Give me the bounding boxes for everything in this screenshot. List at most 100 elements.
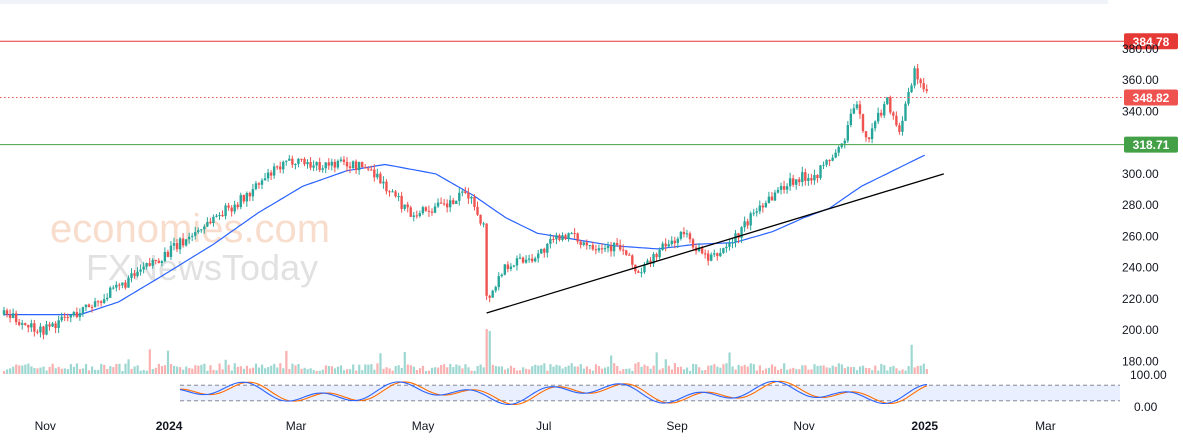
candle-body[interactable] bbox=[555, 235, 558, 240]
candle-body[interactable] bbox=[746, 221, 749, 226]
candle-body[interactable] bbox=[99, 301, 103, 303]
candle-body[interactable] bbox=[682, 231, 686, 235]
candle-body[interactable] bbox=[139, 269, 142, 272]
candle-body[interactable] bbox=[737, 233, 740, 238]
candle-body[interactable] bbox=[84, 304, 88, 308]
candle-body[interactable] bbox=[873, 121, 877, 129]
candle-body[interactable] bbox=[96, 301, 100, 303]
candle-body[interactable] bbox=[722, 248, 725, 253]
candle-body[interactable] bbox=[703, 253, 707, 255]
candle-body[interactable] bbox=[488, 295, 491, 298]
candle-body[interactable] bbox=[215, 215, 218, 217]
candle-body[interactable] bbox=[318, 162, 321, 170]
candle-body[interactable] bbox=[288, 158, 291, 161]
candle-body[interactable] bbox=[124, 282, 127, 288]
candle-body[interactable] bbox=[254, 183, 258, 190]
candle-body[interactable] bbox=[364, 167, 367, 169]
candle-body[interactable] bbox=[767, 196, 771, 204]
candle-body[interactable] bbox=[30, 323, 33, 328]
candle-body[interactable] bbox=[579, 241, 582, 245]
candle-body[interactable] bbox=[570, 233, 573, 235]
candle-body[interactable] bbox=[312, 165, 315, 168]
candle-body[interactable] bbox=[834, 152, 837, 158]
candle-body[interactable] bbox=[324, 162, 327, 169]
candle-body[interactable] bbox=[473, 196, 476, 207]
candle-body[interactable] bbox=[537, 253, 540, 259]
candle-body[interactable] bbox=[864, 131, 868, 138]
candle-body[interactable] bbox=[251, 189, 255, 197]
candle-body[interactable] bbox=[527, 258, 531, 260]
candle-body[interactable] bbox=[716, 253, 719, 257]
candle-body[interactable] bbox=[63, 316, 66, 318]
candle-body[interactable] bbox=[618, 244, 622, 250]
candle-body[interactable] bbox=[603, 248, 607, 250]
candle-body[interactable] bbox=[260, 180, 264, 185]
candle-body[interactable] bbox=[418, 213, 422, 217]
candle-body[interactable] bbox=[795, 179, 798, 185]
candle-body[interactable] bbox=[121, 282, 124, 286]
candle-body[interactable] bbox=[749, 213, 752, 226]
candle-body[interactable] bbox=[719, 252, 722, 257]
candle-body[interactable] bbox=[855, 104, 859, 109]
candle-body[interactable] bbox=[467, 193, 470, 199]
candle-body[interactable] bbox=[115, 284, 118, 288]
candle-body[interactable] bbox=[455, 200, 458, 204]
candle-body[interactable] bbox=[886, 97, 889, 105]
candle-body[interactable] bbox=[710, 254, 713, 261]
candle-body[interactable] bbox=[406, 204, 409, 208]
candle-body[interactable] bbox=[206, 222, 209, 227]
candle-body[interactable] bbox=[33, 323, 36, 332]
candle-body[interactable] bbox=[391, 191, 394, 193]
candle-body[interactable] bbox=[151, 259, 154, 266]
candle-body[interactable] bbox=[540, 248, 543, 254]
candle-body[interactable] bbox=[309, 162, 312, 168]
candle-body[interactable] bbox=[269, 172, 273, 176]
candle-body[interactable] bbox=[266, 172, 270, 179]
candle-body[interactable] bbox=[190, 235, 194, 237]
candle-body[interactable] bbox=[664, 243, 667, 247]
candle-body[interactable] bbox=[840, 143, 843, 148]
candle-body[interactable] bbox=[822, 164, 825, 166]
candle-body[interactable] bbox=[45, 324, 48, 335]
candle-body[interactable] bbox=[233, 204, 236, 212]
candle-body[interactable] bbox=[112, 287, 115, 289]
candle-body[interactable] bbox=[476, 206, 479, 215]
candle-body[interactable] bbox=[788, 178, 792, 187]
candle-body[interactable] bbox=[130, 273, 133, 279]
candle-body[interactable] bbox=[194, 232, 197, 236]
candle-body[interactable] bbox=[412, 215, 415, 217]
candle-body[interactable] bbox=[670, 240, 673, 245]
candle-body[interactable] bbox=[166, 251, 170, 257]
candle-body[interactable] bbox=[494, 287, 497, 291]
candle-body[interactable] bbox=[761, 205, 765, 208]
candle-body[interactable] bbox=[294, 164, 297, 166]
candle-body[interactable] bbox=[649, 260, 652, 264]
candle-body[interactable] bbox=[530, 258, 534, 262]
candle-body[interactable] bbox=[445, 203, 449, 208]
candle-body[interactable] bbox=[382, 181, 385, 184]
candle-body[interactable] bbox=[804, 172, 807, 181]
candle-body[interactable] bbox=[901, 120, 904, 132]
candle-body[interactable] bbox=[263, 178, 267, 181]
candle-body[interactable] bbox=[458, 192, 461, 201]
candle-body[interactable] bbox=[640, 272, 643, 274]
candle-body[interactable] bbox=[148, 263, 151, 266]
candle-body[interactable] bbox=[743, 221, 746, 228]
candle-body[interactable] bbox=[588, 245, 592, 247]
candle-body[interactable] bbox=[439, 202, 443, 204]
candle-body[interactable] bbox=[200, 229, 203, 231]
candle-body[interactable] bbox=[224, 205, 227, 217]
candle-body[interactable] bbox=[609, 245, 613, 252]
candle-body[interactable] bbox=[181, 238, 185, 246]
candle-body[interactable] bbox=[212, 216, 215, 224]
candle-body[interactable] bbox=[752, 212, 755, 214]
candle-body[interactable] bbox=[843, 140, 846, 144]
candle-body[interactable] bbox=[403, 204, 406, 209]
candle-body[interactable] bbox=[351, 161, 355, 168]
candle-body[interactable] bbox=[394, 191, 397, 197]
candle-body[interactable] bbox=[227, 205, 230, 208]
candle-body[interactable] bbox=[203, 226, 206, 230]
candle-body[interactable] bbox=[597, 248, 601, 251]
candle-body[interactable] bbox=[448, 200, 452, 208]
